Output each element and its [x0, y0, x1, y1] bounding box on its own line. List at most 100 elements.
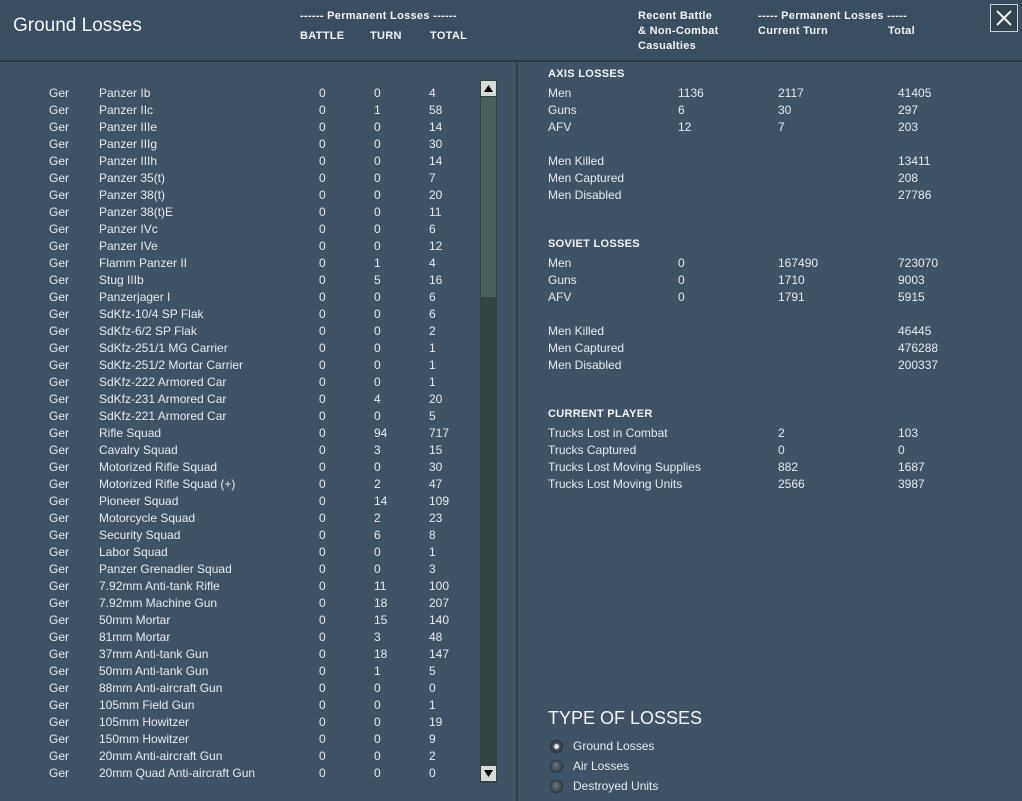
- unit-name: Flamm Panzer II: [99, 256, 188, 270]
- total-loss: 9: [429, 732, 436, 746]
- nation: Ger: [49, 528, 70, 542]
- total-loss: 6: [429, 307, 436, 321]
- radio-label[interactable]: Air Losses: [573, 759, 630, 773]
- total-loss: 717: [429, 426, 450, 440]
- radio-label[interactable]: Destroyed Units: [573, 779, 659, 793]
- turn-loss: 0: [374, 171, 381, 185]
- total-loss: 109: [429, 494, 450, 508]
- nation: Ger: [49, 222, 70, 236]
- turn-loss: 0: [374, 545, 381, 559]
- total-loss: 2: [429, 324, 436, 338]
- total-loss: 140: [429, 613, 450, 627]
- turn-value: 1710: [778, 273, 805, 287]
- unit-name: 50mm Anti-tank Gun: [99, 664, 209, 678]
- turn-loss: 0: [374, 409, 381, 423]
- unit-name: Panzer 38(t): [99, 188, 166, 202]
- unit-name: Panzer 35(t): [99, 171, 166, 185]
- row-label: Men Killed: [548, 324, 605, 338]
- battle-loss: 0: [319, 715, 326, 729]
- turn-loss: 0: [374, 681, 381, 695]
- total-value: 41405: [898, 86, 932, 100]
- nation: Ger: [49, 545, 70, 559]
- window-title: Ground Losses: [13, 15, 142, 36]
- nation: Ger: [49, 443, 70, 457]
- unit-name: 20mm Anti-aircraft Gun: [99, 749, 223, 763]
- turn-loss: 6: [374, 528, 381, 542]
- battle-loss: 0: [319, 358, 326, 372]
- unit-name: 88mm Anti-aircraft Gun: [99, 681, 223, 695]
- battle-loss: 0: [319, 664, 326, 678]
- arrow: [484, 85, 493, 92]
- close-button[interactable]: [990, 4, 1018, 32]
- nation: Ger: [49, 732, 70, 746]
- unit-name: SdKfz-251/1 MG Carrier: [99, 341, 228, 355]
- radio-button[interactable]: [550, 780, 563, 793]
- battle-loss: 0: [319, 409, 326, 423]
- battle-loss: 0: [319, 171, 326, 185]
- total-loss: 5: [429, 409, 436, 423]
- unit-name: Panzer IIIg: [99, 137, 158, 151]
- turn-loss: 0: [374, 460, 381, 474]
- battle-loss: 0: [319, 86, 326, 100]
- section-title: SOVIET LOSSES: [548, 238, 640, 250]
- battle-loss: 0: [319, 647, 326, 661]
- total-value: 208: [898, 171, 919, 185]
- scroll-up[interactable]: [481, 81, 496, 96]
- radio-button[interactable]: [550, 740, 563, 753]
- radio-button[interactable]: [550, 760, 563, 773]
- battle-loss: 0: [319, 698, 326, 712]
- nation: Ger: [49, 766, 70, 780]
- scroll-thumb[interactable]: [481, 97, 496, 297]
- unit-name: Panzerjager I: [99, 290, 171, 304]
- unit-name: 150mm Howitzer: [99, 732, 190, 746]
- row-label: Trucks Lost Moving Units: [548, 477, 683, 491]
- header-bar: [0, 0, 1022, 60]
- nation: Ger: [49, 664, 70, 678]
- header-label: TURN: [370, 30, 402, 42]
- total-value: 723070: [898, 256, 939, 270]
- total-loss: 6: [429, 290, 436, 304]
- turn-loss: 3: [374, 630, 381, 644]
- scrollbar-track[interactable]: [480, 80, 497, 783]
- unit-name: 50mm Mortar: [99, 613, 171, 627]
- battle-loss: 0: [319, 477, 326, 491]
- unit-name: Security Squad: [99, 528, 181, 542]
- row-label: Men Disabled: [548, 188, 622, 202]
- scroll-down[interactable]: [481, 766, 496, 781]
- turn-value: 7: [778, 120, 785, 134]
- turn-value: 167490: [778, 256, 819, 270]
- turn-loss: 18: [374, 647, 388, 661]
- total-loss: 0: [429, 766, 436, 780]
- unit-name: Panzer IIIe: [99, 120, 158, 134]
- turn-value: 0: [778, 443, 785, 457]
- nation: Ger: [49, 120, 70, 134]
- nation: Ger: [49, 307, 70, 321]
- battle-loss: 0: [319, 681, 326, 695]
- total-value: 13411: [898, 154, 931, 168]
- total-value: 1687: [898, 460, 925, 474]
- turn-loss: 0: [374, 766, 381, 780]
- total-loss: 8: [429, 528, 436, 542]
- turn-loss: 1: [374, 103, 381, 117]
- unit-name: 37mm Anti-tank Gun: [99, 647, 209, 661]
- nation: Ger: [49, 715, 70, 729]
- turn-loss: 18: [374, 596, 388, 610]
- battle-loss: 0: [319, 205, 326, 219]
- battle-loss: 0: [319, 324, 326, 338]
- turn-loss: 0: [374, 715, 381, 729]
- radio-label[interactable]: Ground Losses: [573, 739, 655, 753]
- battle-loss: 0: [319, 562, 326, 576]
- turn-loss: 11: [374, 579, 387, 593]
- total-loss: 23: [429, 511, 443, 525]
- header-label: Current Turn: [758, 25, 829, 37]
- turn-loss: 0: [374, 188, 381, 202]
- header-label: BATTLE: [300, 30, 345, 42]
- battle-loss: 0: [319, 392, 326, 406]
- total-loss: 12: [429, 239, 443, 253]
- unit-name: Motorcycle Squad: [99, 511, 196, 525]
- row-label: Men: [548, 256, 572, 270]
- battle-loss: 0: [319, 120, 326, 134]
- nation: Ger: [49, 256, 70, 270]
- row-label: AFV: [548, 290, 572, 304]
- turn-loss: 0: [374, 154, 381, 168]
